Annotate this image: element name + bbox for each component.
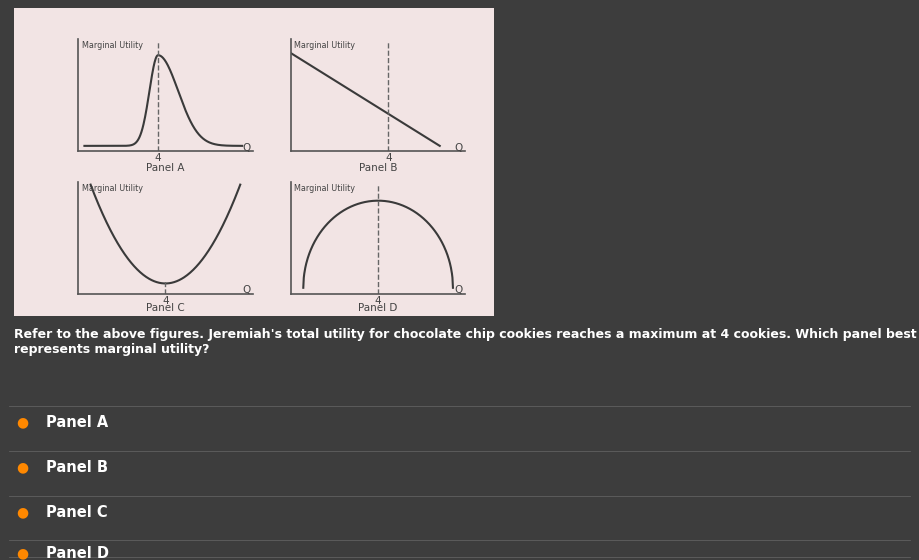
- Text: ●: ●: [17, 505, 28, 520]
- Text: 4: 4: [385, 153, 391, 163]
- Text: Marginal Utility: Marginal Utility: [294, 41, 356, 50]
- Text: ●: ●: [17, 547, 28, 560]
- Text: Panel D: Panel D: [46, 546, 109, 560]
- Text: Panel A: Panel A: [46, 416, 108, 430]
- Text: Panel C: Panel C: [146, 303, 185, 313]
- Text: Marginal Utility: Marginal Utility: [294, 184, 356, 193]
- Text: ●: ●: [17, 416, 28, 430]
- Text: Refer to the above figures. Jeremiah's total utility for chocolate chip cookies : Refer to the above figures. Jeremiah's t…: [14, 328, 916, 356]
- Text: Marginal Utility: Marginal Utility: [82, 41, 142, 50]
- Text: 4: 4: [375, 296, 381, 306]
- Text: Panel B: Panel B: [46, 460, 108, 475]
- Text: Q: Q: [243, 143, 251, 153]
- Text: Q: Q: [242, 284, 250, 295]
- Text: ●: ●: [17, 460, 28, 475]
- Text: Panel B: Panel B: [358, 163, 397, 173]
- Text: Q: Q: [455, 284, 463, 295]
- Text: Panel C: Panel C: [46, 505, 108, 520]
- Text: Q: Q: [455, 143, 463, 153]
- Text: Panel D: Panel D: [358, 303, 398, 313]
- Text: Panel A: Panel A: [146, 163, 185, 173]
- Text: Marginal Utility: Marginal Utility: [82, 184, 142, 193]
- Text: 4: 4: [162, 296, 169, 306]
- Text: 4: 4: [154, 153, 162, 163]
